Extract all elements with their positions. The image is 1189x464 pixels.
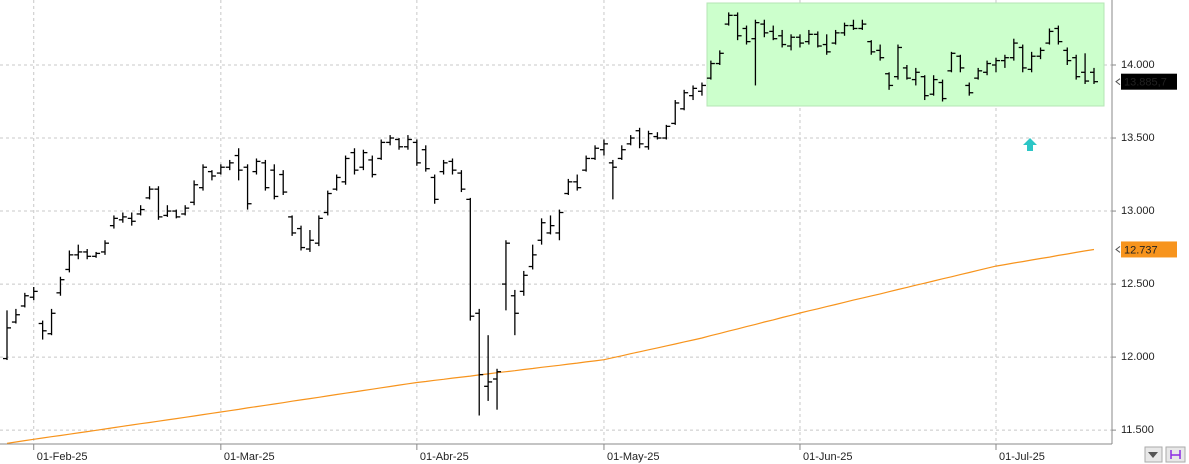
y-tick-label: 12.000	[1121, 351, 1155, 363]
toolbar-icon	[1148, 452, 1158, 458]
price-tag-pointer	[1115, 78, 1121, 86]
price-tag-pointer	[1115, 246, 1121, 253]
x-tick-label: 01-Abr-25	[420, 451, 469, 463]
price-tag	[1121, 73, 1177, 90]
price-tag	[1121, 241, 1177, 258]
y-tick-label: 14.000	[1121, 59, 1155, 71]
x-tick-label: 01-May-25	[607, 451, 660, 463]
signal-arrow	[1023, 138, 1037, 151]
x-tick-label: 01-Jul-25	[999, 451, 1045, 463]
price-tag-label: 13.885,7	[1124, 77, 1167, 89]
x-tick-label: 01-Feb-25	[37, 451, 88, 463]
price-tag-label: 12.737	[1124, 244, 1158, 256]
highlight-zone	[706, 2, 1105, 107]
y-tick-label: 11.500	[1121, 424, 1154, 436]
x-tick-label: 01-Jun-25	[803, 451, 853, 463]
toolbar-icon	[1170, 450, 1181, 459]
moving-average-line	[6, 248, 1095, 444]
x-tick-label: 01-Mar-25	[224, 451, 275, 463]
y-tick-label: 13.500	[1121, 132, 1155, 144]
y-tick-label: 12.500	[1121, 278, 1155, 290]
y-tick-label: 13.000	[1121, 205, 1155, 217]
